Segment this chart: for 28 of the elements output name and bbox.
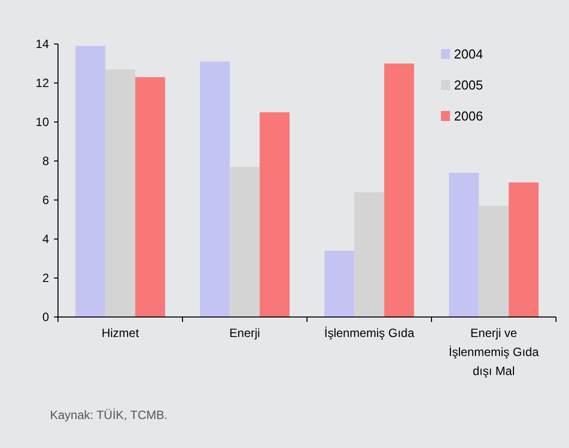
y-tick-label: 14 <box>36 37 50 52</box>
bar <box>324 250 354 317</box>
bar <box>75 46 106 317</box>
bar <box>508 182 539 317</box>
legend-label: 2005 <box>454 78 483 93</box>
y-tick-label: 2 <box>42 271 50 286</box>
y-tick-label: 6 <box>42 193 50 208</box>
y-tick-label: 8 <box>42 154 50 168</box>
legend-label: 2006 <box>454 108 483 124</box>
x-tick-label: Hizmet <box>102 326 140 340</box>
bar <box>105 69 136 317</box>
legend-label: 2004 <box>454 46 483 62</box>
y-tick-label: 0 <box>42 310 50 324</box>
bar <box>448 172 479 317</box>
bar <box>260 112 290 317</box>
text: Kaynak: TÜİK, TCMB. <box>50 408 168 422</box>
bar <box>478 206 509 317</box>
bar <box>384 64 414 317</box>
bar <box>200 62 230 317</box>
x-tick-label: İşlenmemiş Gıda <box>324 326 415 340</box>
bar <box>135 77 166 317</box>
y-tick-label: 12 <box>36 76 50 90</box>
y-tick-label: 10 <box>36 115 50 130</box>
y-tick-label: 4 <box>42 232 50 246</box>
bar <box>354 192 384 317</box>
x-tick-label: Enerji <box>229 326 260 340</box>
x-tick-label: Enerji ve İşlenmemiş Gıda dışı Mal <box>448 326 540 378</box>
bar <box>230 166 260 317</box>
